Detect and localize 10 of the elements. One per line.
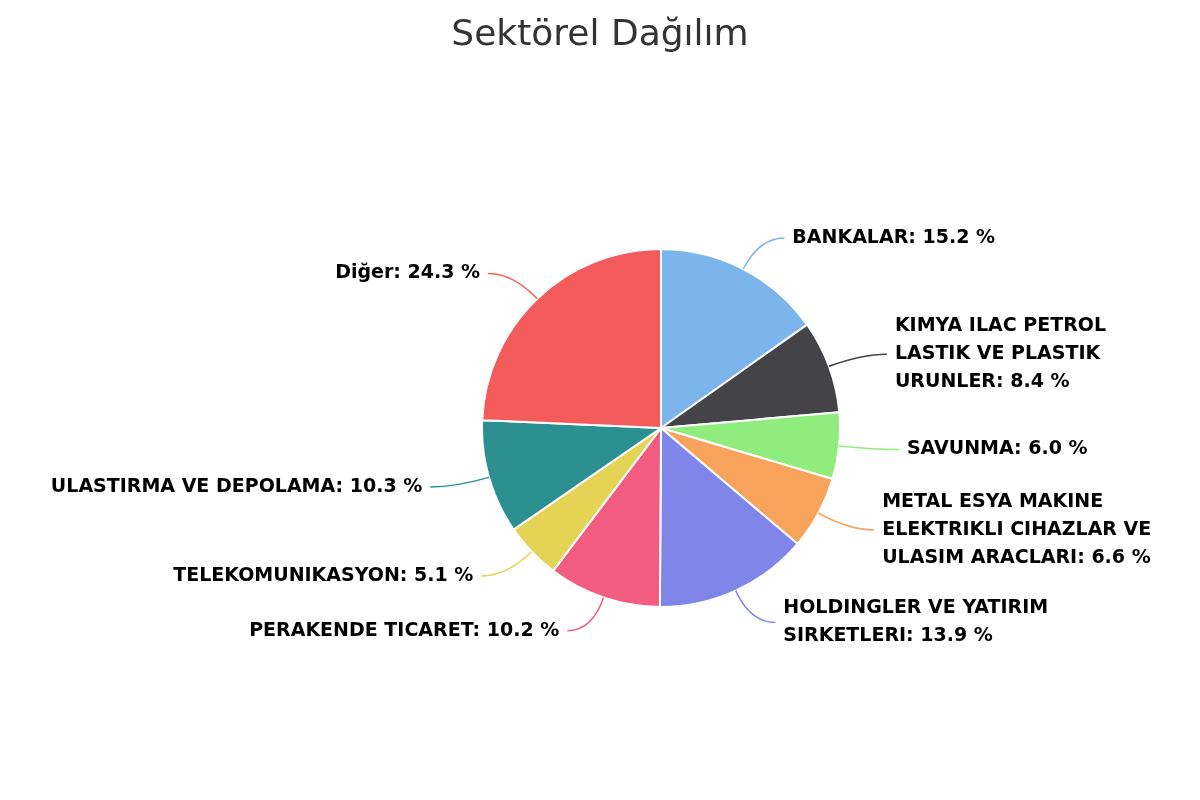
slice-label: HOLDINGLER VE YATIRIM SIRKETLERI: 13.9 % — [783, 595, 1049, 646]
slice-label: SAVUNMA: 6.0 % — [906, 436, 1088, 459]
slice-label: KIMYA ILAC PETROL LASTIK VE PLASTIK URUNLER: 8.4 % — [894, 313, 1107, 392]
slice-label: PERAKENDE TICARET: 10.2 % — [249, 617, 560, 640]
slice-label: ULASTIRMA VE DEPOLAMA: 10.3 % — [50, 474, 423, 496]
slice-label: METAL ESYA MAKINE ELEKTRIKLI CIHAZLAR VE ULASIM ARACLARI: 6.6 % — [882, 488, 1152, 567]
slice-label: TELEKOMUNIKASYON: 5.1 % — [173, 562, 474, 585]
slice-label: BANKALAR: 15.2 % — [792, 224, 996, 247]
chart-title: Sektörel Dağılım — [451, 12, 749, 54]
slice-label: Diğer: 24.3 % — [335, 260, 481, 283]
